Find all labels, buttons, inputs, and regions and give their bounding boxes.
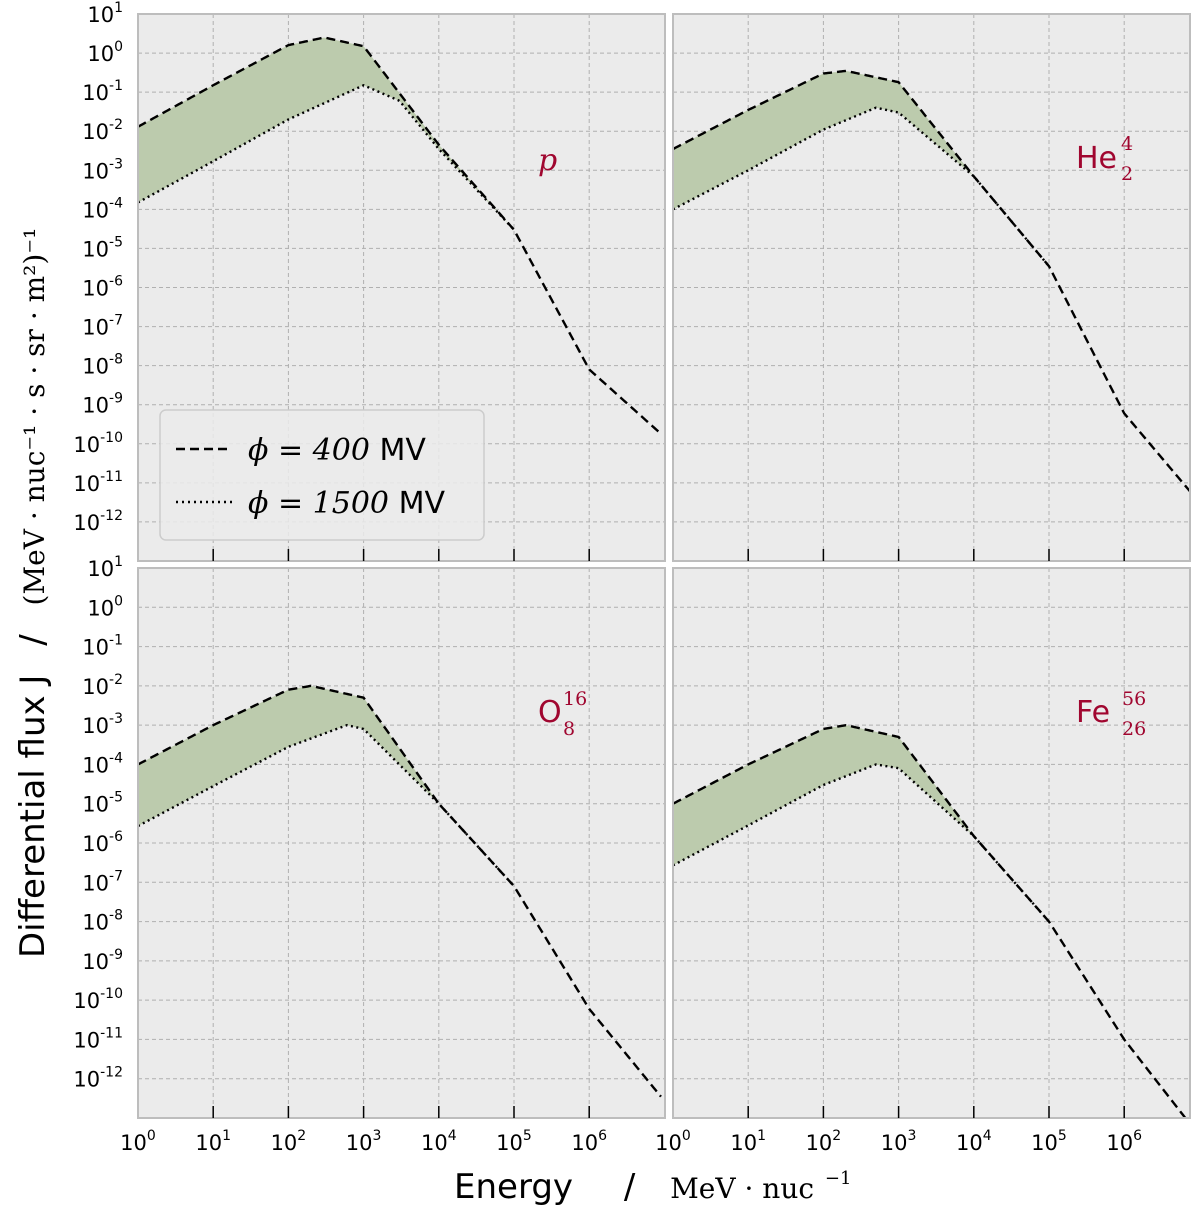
y-axis-title: Differential flux J / (MeV · nuc⁻¹ · s ·… bbox=[13, 228, 53, 958]
x-tick-label: 100 bbox=[120, 1128, 156, 1155]
series-line-phi-400 bbox=[673, 69, 1190, 494]
panel-frame bbox=[137, 13, 666, 562]
y-tick-label: 10-7 bbox=[82, 313, 123, 340]
modulation-band bbox=[673, 725, 1049, 922]
y-tick-label: 10-8 bbox=[82, 352, 123, 379]
legend-entry-1500: ϕ = 1500 MV bbox=[248, 486, 445, 521]
x-tick-label: 102 bbox=[806, 1128, 842, 1155]
x-tick-label: 106 bbox=[571, 1128, 607, 1155]
panel-frame bbox=[672, 13, 1191, 562]
y-tick-label: 10-12 bbox=[73, 508, 123, 535]
grid bbox=[673, 568, 1190, 1118]
series-line-phi-1500 bbox=[138, 723, 515, 887]
x-tick-label: 105 bbox=[496, 1128, 532, 1155]
panel-frame bbox=[137, 567, 666, 1119]
y-tick-label: 10-2 bbox=[82, 672, 123, 699]
y-tick-label: 10-5 bbox=[82, 790, 123, 817]
series-line-phi-400 bbox=[138, 684, 662, 1098]
grid bbox=[673, 14, 1190, 561]
x-axis-separator: / bbox=[624, 1167, 636, 1207]
y-tick-label: 10-9 bbox=[82, 391, 123, 418]
y-tick-label: 10-10 bbox=[73, 986, 123, 1013]
species-sup-o: 16 bbox=[563, 688, 587, 710]
modulation-band bbox=[138, 37, 514, 230]
series-line-phi-1500 bbox=[673, 763, 1050, 923]
x-axis-unit-sup: −1 bbox=[825, 1168, 852, 1189]
svg-text:Differential flux J /: Differential flux J / (MeV · nuc⁻¹ · s ·… bbox=[13, 228, 53, 958]
modulation-band bbox=[138, 685, 514, 887]
x-tick-label: 102 bbox=[271, 1128, 307, 1155]
species-label-he: He bbox=[1076, 141, 1117, 176]
tick-labels: 101 100 10-1 10-2 10-3 10-4 10-5 10-6 10-7 10-8 10… bbox=[73, 0, 1142, 1155]
x-axis-label: Energy bbox=[454, 1167, 573, 1207]
legend-box bbox=[159, 409, 485, 541]
y-tick-label: 10-11 bbox=[73, 469, 123, 496]
y-tick-label: 10-2 bbox=[82, 117, 123, 144]
panel-frame bbox=[672, 567, 1191, 1119]
y-tick-label: 101 bbox=[87, 554, 123, 581]
x-tick-label: 101 bbox=[730, 1128, 766, 1155]
y-tick-label: 10-12 bbox=[73, 1065, 123, 1092]
x-tick-label: 103 bbox=[881, 1128, 917, 1155]
species-sub-o: 8 bbox=[563, 718, 575, 740]
series-line-phi-1500 bbox=[138, 83, 515, 231]
series-line-phi-1500 bbox=[673, 106, 1050, 268]
y-tick-label: 10-6 bbox=[82, 829, 123, 856]
y-tick-label: 100 bbox=[87, 39, 123, 66]
panel-3 bbox=[137, 567, 666, 1119]
y-tick-label: 10-11 bbox=[73, 1025, 123, 1052]
panels bbox=[137, 13, 1191, 1119]
y-tick-label: 100 bbox=[87, 593, 123, 620]
x-tick-label: 106 bbox=[1106, 1128, 1142, 1155]
y-tick-label: 10-8 bbox=[82, 908, 123, 935]
x-tick-label: 104 bbox=[956, 1128, 992, 1155]
species-sub-he: 2 bbox=[1121, 163, 1133, 185]
legend-entry-400: ϕ = 400 MV bbox=[248, 433, 426, 468]
y-tick-label: 10-4 bbox=[82, 750, 123, 777]
x-axis-title: Energy / MeV · nuc −1 bbox=[454, 1167, 851, 1207]
species-sub-fe: 26 bbox=[1122, 718, 1146, 740]
species-sup-fe: 56 bbox=[1122, 688, 1146, 710]
y-axis-unit: (MeV · nuc⁻¹ · s · sr · m²)⁻¹ bbox=[18, 228, 51, 606]
species-labels: p He 4 2 O 16 8 Fe 56 26 bbox=[538, 133, 1146, 740]
y-tick-label: 10-3 bbox=[82, 711, 123, 738]
y-tick-label: 10-6 bbox=[82, 274, 123, 301]
y-axis-label: Differential flux J bbox=[13, 675, 53, 958]
y-tick-label: 10-7 bbox=[82, 868, 123, 895]
y-axis-separator: / bbox=[13, 634, 53, 646]
panel-4 bbox=[672, 567, 1191, 1119]
modulation-band bbox=[673, 70, 1049, 267]
y-tick-label: 10-3 bbox=[82, 156, 123, 183]
x-tick-label: 104 bbox=[421, 1128, 457, 1155]
x-tick-label: 100 bbox=[655, 1128, 691, 1155]
species-label-fe: Fe bbox=[1076, 695, 1110, 730]
series-line-phi-400 bbox=[673, 723, 1187, 1118]
svg-text:Energy / MeV · nuc: Energy / MeV · nuc −1 bbox=[454, 1167, 851, 1207]
species-label-p: p bbox=[538, 143, 557, 178]
species-sup-he: 4 bbox=[1121, 133, 1133, 155]
x-tick-label: 105 bbox=[1031, 1128, 1067, 1155]
y-tick-label: 10-1 bbox=[82, 78, 123, 105]
panel-2 bbox=[672, 13, 1191, 562]
species-label-o: O bbox=[538, 695, 562, 730]
y-tick-label: 10-10 bbox=[73, 430, 123, 457]
legend: ϕ = 400 MV ϕ = 1500 MV bbox=[159, 409, 485, 541]
y-tick-label: 10-1 bbox=[82, 633, 123, 660]
series-line-phi-400 bbox=[138, 36, 662, 435]
y-tick-label: 10-4 bbox=[82, 195, 123, 222]
y-tick-label: 101 bbox=[87, 0, 123, 27]
x-tick-label: 101 bbox=[195, 1128, 231, 1155]
y-tick-label: 10-9 bbox=[82, 947, 123, 974]
y-tick-label: 10-5 bbox=[82, 234, 123, 261]
x-tick-label: 103 bbox=[346, 1128, 382, 1155]
x-axis-unit: MeV · nuc bbox=[670, 1172, 814, 1205]
